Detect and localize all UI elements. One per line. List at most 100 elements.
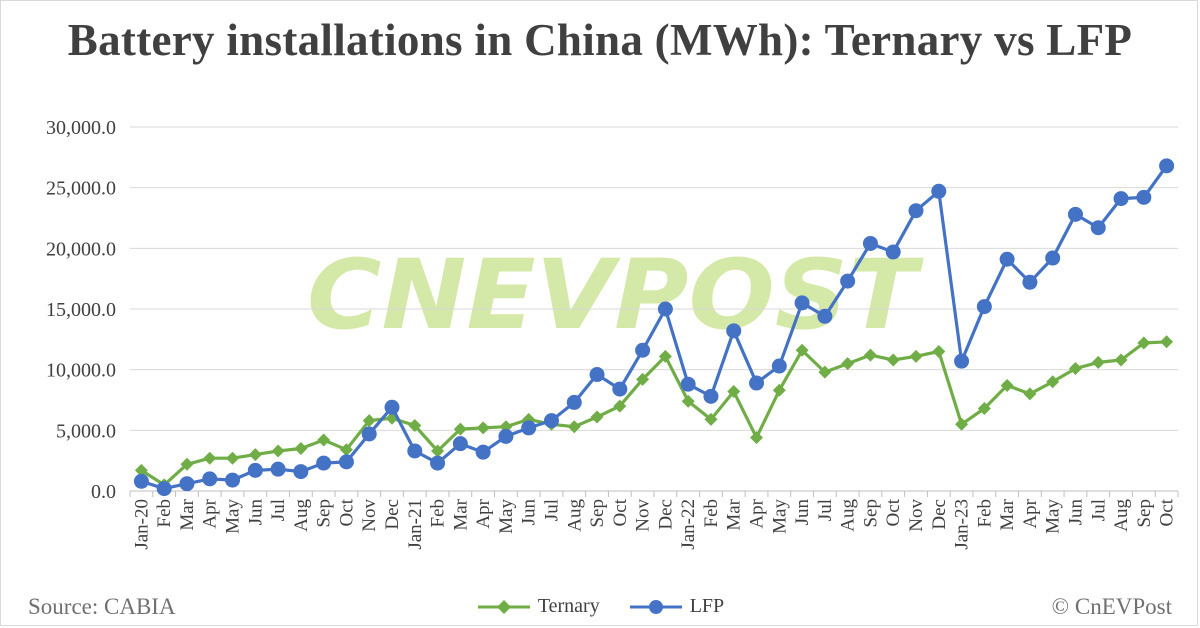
y-tick-label: 10,000.0 [46, 360, 116, 382]
x-tick-label: May [769, 499, 790, 534]
y-tick-label: 30,000.0 [46, 117, 116, 139]
lfp-point [475, 444, 491, 460]
x-tick-label: Apr [1020, 498, 1041, 528]
ternary-point [1068, 361, 1082, 375]
ternary-point [727, 385, 741, 399]
y-axis: 0.0 5,000.0 10,000.0 15,000.0 20,000.0 25,000… [46, 117, 116, 503]
lfp-point [635, 342, 651, 358]
x-tick-label: Oct [610, 498, 631, 526]
ternary-point [818, 365, 832, 379]
lfp-point [749, 375, 765, 391]
x-tick-label: Jan-23 [952, 499, 973, 550]
lfp-point [1090, 220, 1106, 236]
lfp-point [179, 476, 195, 492]
ternary-point [955, 417, 969, 431]
x-tick-label: Aug [838, 499, 859, 532]
x-tick-label: Jun [1065, 499, 1086, 526]
x-tick-label: Apr [747, 498, 768, 528]
lfp-line [140, 164, 1168, 491]
x-tick-label: Jul [268, 499, 289, 521]
lfp-point [657, 301, 673, 317]
lfp-point [999, 251, 1015, 267]
ternary-point [248, 448, 262, 462]
lfp-point [293, 464, 309, 480]
ternary-point [886, 353, 900, 367]
lfp-point [703, 388, 719, 404]
gridlines [130, 126, 1178, 492]
ternary-point [271, 444, 285, 458]
x-tick-label: Apr [200, 498, 221, 528]
series [133, 158, 1175, 497]
x-tick-label: Aug [291, 499, 312, 532]
x-tick-label: Jun [792, 499, 813, 526]
ternary-point [1137, 336, 1151, 350]
x-tick-label: Nov [906, 499, 927, 532]
ternary-point [134, 463, 148, 477]
ternary-point [317, 433, 331, 447]
x-tick-label: May [1043, 499, 1064, 534]
lfp-point [680, 376, 696, 392]
x-tick-label: May [223, 499, 244, 534]
ternary-point [362, 414, 376, 428]
x-tick-label: Feb [428, 499, 449, 528]
ternary-point [795, 343, 809, 357]
x-tick-label: Jan-22 [678, 499, 699, 550]
x-tick-label: Oct [1157, 498, 1178, 526]
legend-item-ternary: Ternary [476, 595, 600, 618]
lfp-point [225, 472, 241, 488]
watermark-text: CNEVPOST [307, 239, 924, 351]
legend-label-ternary: Ternary [537, 595, 600, 617]
x-tick-label: Mar [997, 498, 1018, 530]
ternary-point [339, 443, 353, 457]
x-tick-label: Dec [382, 499, 403, 530]
source-note: Source: CABIA [28, 594, 176, 619]
lfp-point [885, 244, 901, 260]
ternary-point [1114, 353, 1128, 367]
x-tick-label: Jul [541, 499, 562, 521]
lfp-point [543, 413, 559, 429]
ternary-point [1000, 378, 1014, 392]
lfp-point [771, 358, 787, 374]
lfp-point [338, 454, 354, 470]
ternary-line [140, 340, 1167, 487]
x-tick-label: Mar [177, 498, 198, 530]
x-tick-label: Feb [974, 499, 995, 528]
lfp-point [862, 235, 878, 251]
lfp-point [954, 353, 970, 369]
y-tick-label: 20,000.0 [46, 238, 116, 260]
y-tick-label: 0.0 [91, 481, 116, 503]
lfp-point [361, 426, 377, 442]
x-axis: Jan-20 Feb Mar Apr May Jun Jul Aug Sep Oct Nov Dec J… [129, 491, 1179, 550]
ternary-point [453, 422, 467, 436]
lfp-point [430, 455, 446, 471]
ternary-point [613, 399, 627, 413]
ternary-point [863, 348, 877, 362]
lfp-point [1159, 158, 1175, 174]
x-tick-label: Jul [815, 499, 836, 521]
ternary-point [476, 421, 490, 435]
ternary-point [1023, 387, 1037, 401]
lfp-point [1113, 191, 1129, 207]
ternary-point [636, 372, 650, 386]
lfp-point [1067, 206, 1083, 222]
x-tick-label: Jan-20 [131, 499, 152, 550]
x-tick-label: Nov [633, 499, 654, 532]
x-tick-label: Jun [519, 499, 540, 526]
x-tick-label: Jun [245, 499, 266, 526]
ternary-point [408, 418, 422, 432]
lfp-point [612, 381, 628, 397]
x-tick-label: Dec [929, 499, 950, 530]
ternary-point [567, 420, 581, 434]
lfp-point [1136, 189, 1152, 205]
ternary-point [909, 349, 923, 363]
lfp-point [384, 399, 400, 415]
x-tick-label: Apr [473, 498, 494, 528]
lfp-point [270, 461, 286, 477]
ternary-point [704, 412, 718, 426]
ternary-point [932, 344, 946, 358]
lfp-point [247, 462, 263, 478]
lfp-point [316, 455, 332, 471]
lfp-point [589, 367, 605, 383]
ternary-point [681, 394, 695, 408]
